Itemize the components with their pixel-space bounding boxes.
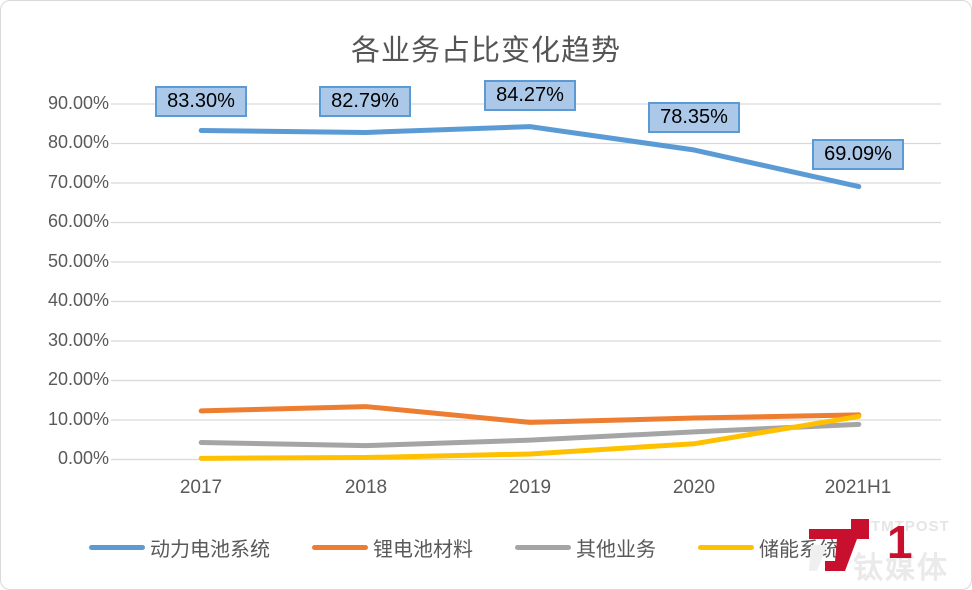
y-axis-tick-label: 40.00% xyxy=(47,290,109,310)
y-axis-tick-label: 90.00% xyxy=(47,93,109,113)
y-axis-tick-label: 60.00% xyxy=(47,211,109,231)
legend-item-power-battery: 动力电池系统 xyxy=(89,533,270,562)
legend-swatch-orange xyxy=(312,544,368,550)
y-axis-tick-label: 0.00% xyxy=(57,448,109,468)
legend-item-other-business: 其他业务 xyxy=(515,533,656,562)
x-axis-category-label: 2020 xyxy=(672,477,716,498)
data-label-callout: 78.35% xyxy=(648,102,740,133)
y-axis-tick-label: 70.00% xyxy=(47,172,109,192)
legend-label: 储能系统 xyxy=(759,538,839,561)
series-line-储能系统 xyxy=(198,413,862,461)
legend-item-energy-storage: 储能系统 xyxy=(698,533,839,562)
x-axis-category-label: 2021H1 xyxy=(824,477,892,498)
legend-label: 其他业务 xyxy=(576,538,656,561)
legend-swatch-blue xyxy=(89,544,145,550)
legend-label: 锂电池材料 xyxy=(373,538,473,561)
legend: 动力电池系统 锂电池材料 其他业务 储能系统 xyxy=(89,532,839,562)
legend-swatch-yellow xyxy=(698,544,754,550)
legend-label: 动力电池系统 xyxy=(150,538,270,561)
y-axis-tick-label: 30.00% xyxy=(47,330,109,350)
data-label-callout: 82.79% xyxy=(319,86,411,117)
series-line-其他业务 xyxy=(198,421,862,449)
chart-title: 各业务占比变化趋势 xyxy=(350,35,621,67)
data-label-callout: 83.30% xyxy=(155,86,247,117)
y-axis-tick-label: 20.00% xyxy=(47,369,109,389)
series-line-动力电池系统 xyxy=(198,124,862,190)
x-axis-category-label: 2017 xyxy=(179,477,223,498)
legend-item-battery-materials: 锂电池材料 xyxy=(312,533,473,562)
y-axis-tick-label: 50.00% xyxy=(47,251,109,271)
y-axis-tick-label: 80.00% xyxy=(47,132,109,152)
data-label-callout: 69.09% xyxy=(812,139,904,170)
x-axis-category-label: 2019 xyxy=(508,477,552,498)
x-axis-category-label: 2018 xyxy=(344,477,388,498)
data-label-callout: 84.27% xyxy=(484,80,576,111)
series-line-锂电池材料 xyxy=(198,404,862,425)
y-axis-tick-label: 10.00% xyxy=(47,409,109,429)
legend-swatch-gray xyxy=(515,544,571,550)
